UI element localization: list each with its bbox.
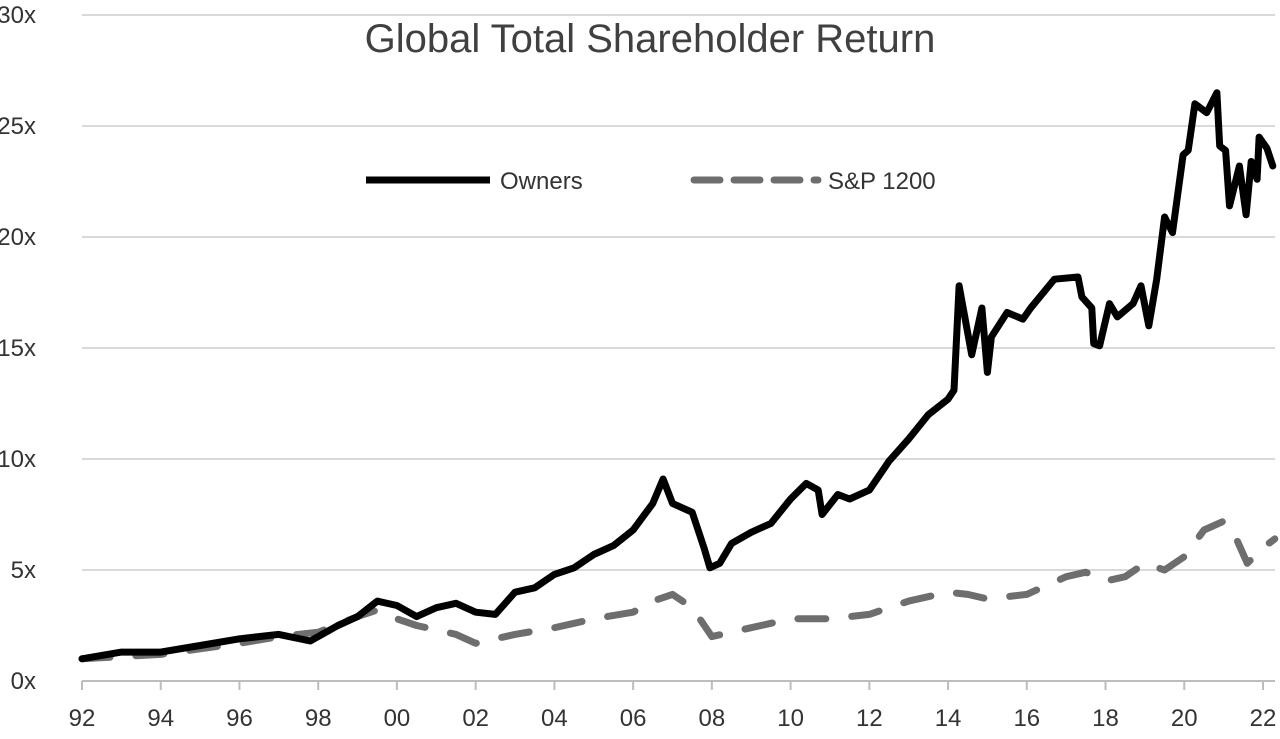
x-tick-label: 16: [1013, 705, 1040, 732]
x-tick-label: 02: [462, 705, 489, 732]
legend-label-sp1200: S&P 1200: [828, 168, 936, 195]
x-tick-label: 10: [777, 705, 804, 732]
legend-label-owners: Owners: [500, 168, 583, 195]
y-tick-label: 20x: [0, 224, 36, 251]
x-tick-label: 20: [1171, 705, 1198, 732]
x-tick-label: 06: [620, 705, 647, 732]
legend: Owners S&P 1200: [366, 168, 936, 195]
series-layer: [78, 89, 1279, 663]
x-tick-label: 08: [699, 705, 726, 732]
series-line-owners: [78, 89, 1277, 663]
y-tick-label: 15x: [0, 335, 36, 362]
x-axis: 92 94 96 98 00 02 04 06 08 10 12 14 16 18 20 22: [69, 681, 1277, 732]
y-tick-label: 5x: [11, 557, 36, 584]
x-tick-label: 00: [384, 705, 411, 732]
y-tick-label: 25x: [0, 113, 36, 140]
x-tick-label: 92: [69, 705, 96, 732]
x-tick-label: 22: [1250, 705, 1277, 732]
gridlines: [82, 14, 1275, 682]
y-tick-label: 30x: [0, 2, 36, 29]
chart-title: Global Total Shareholder Return: [365, 17, 936, 61]
x-tick-label: 94: [147, 705, 174, 732]
x-tick-label: 14: [935, 705, 962, 732]
y-tick-label: 0x: [11, 668, 36, 695]
x-tick-label: 18: [1092, 705, 1119, 732]
x-tick-label: 98: [305, 705, 332, 732]
x-tick-label: 96: [226, 705, 253, 732]
series-line-sp1200: [78, 517, 1279, 663]
x-tick-label: 04: [541, 705, 568, 732]
y-axis: 0x 5x 10x 15x 20x 25x 30x: [0, 2, 36, 695]
y-tick-label: 10x: [0, 446, 36, 473]
x-tick-label: 12: [856, 705, 883, 732]
